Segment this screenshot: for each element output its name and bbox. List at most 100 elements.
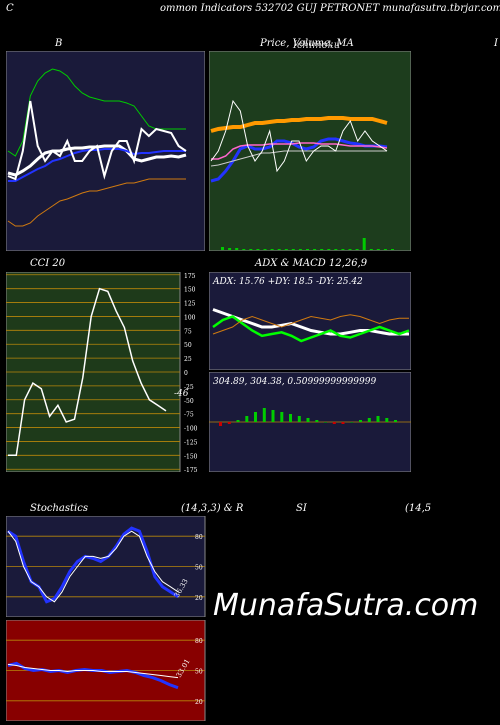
rsi-tick-label: 50 <box>195 669 203 676</box>
macd-histogram-bar <box>236 420 240 422</box>
stoch-tick-label: 50 <box>195 565 203 572</box>
macd-histogram-bar <box>297 416 301 422</box>
macd-histogram-bar <box>359 420 362 422</box>
cci-tick-label: 0 <box>184 370 188 377</box>
volume-bar <box>228 248 232 250</box>
volume-bar <box>369 249 373 250</box>
cci-tick-label: 100 <box>184 314 196 321</box>
page-title: ommon Indicators 532702 GUJ PETRONET mun… <box>160 3 500 14</box>
bollinger-title: B <box>55 38 63 49</box>
macd-histogram-bar <box>262 408 266 422</box>
macd-histogram-bar <box>367 418 371 422</box>
macd-histogram-bar <box>332 422 336 424</box>
boll-lower-band <box>7 178 186 227</box>
stoch-tick-label: 80 <box>195 534 203 541</box>
macd-histogram-bar <box>341 422 345 424</box>
price-title: Price, Volume, MA <box>260 38 354 49</box>
volume-bar <box>298 249 302 250</box>
stoch-title-left: Stochastics <box>30 503 88 514</box>
macd-histogram-bar <box>306 418 310 422</box>
macd-histogram-bar <box>227 422 231 424</box>
volume-bar <box>221 247 224 250</box>
macd-histogram-bar <box>289 414 292 422</box>
volume-bar <box>242 249 246 250</box>
volume-bar <box>291 249 295 250</box>
macd-histogram-bar <box>376 416 380 422</box>
cci-line <box>8 287 167 457</box>
cci-tick-label: -25 <box>184 384 194 391</box>
price-ma-long <box>210 116 388 133</box>
macd-histogram-bar <box>350 422 354 423</box>
cci-tick-label: 175 <box>184 273 196 280</box>
volume-bar <box>306 249 309 250</box>
price-ma-grey <box>210 150 387 167</box>
cci-chart: 175 150 125 100 75 50 25 0 -25 -50 -75 -100 -125 -150… <box>6 272 198 472</box>
macd-readout: 304.89, 304.38, 0.50999999999999 <box>213 377 376 387</box>
volume-bar <box>270 249 274 250</box>
cci-tick-label: 150 <box>184 287 196 294</box>
cci-tick-label: -175 <box>184 467 198 472</box>
stoch-title-si: SI <box>296 503 307 514</box>
macd-histogram-bar <box>394 420 397 422</box>
adx-plus-di-line <box>212 315 410 343</box>
macd-histogram-bar <box>280 412 284 422</box>
volume-bar <box>256 249 260 250</box>
rsi-tick-label: 20 <box>195 699 203 706</box>
watermark: MunafaSutra.com <box>213 588 479 623</box>
stoch-title-right: (14,5 <box>405 503 432 514</box>
adx-minus-di-line <box>212 314 409 335</box>
volume-bar <box>348 249 352 250</box>
macd-histogram-bar <box>271 410 275 422</box>
macd-histogram-bar <box>385 418 389 422</box>
cci-tick-label: -50 <box>184 398 194 405</box>
volume-bar <box>383 249 387 250</box>
cci-tick-label: 25 <box>184 356 192 363</box>
cci-title: CCI 20 <box>30 258 66 269</box>
volume-bar <box>376 249 380 250</box>
volume-bar <box>320 249 324 250</box>
macd-histogram-bar <box>254 412 257 422</box>
rsi-line-1 <box>7 663 179 679</box>
volume-bar <box>355 249 359 250</box>
stoch-line-1 <box>7 530 179 603</box>
price-chart <box>209 51 411 251</box>
volume-bar <box>327 249 331 250</box>
cci-tick-label: 125 <box>184 301 196 308</box>
cci-tick-label: -150 <box>184 453 198 460</box>
stoch-title-mid: (14,3,3) & R <box>181 503 244 514</box>
right-edge-mark: I <box>494 38 498 49</box>
cci-tick-label: -100 <box>184 426 198 433</box>
cci-last-label: -46 <box>174 389 189 399</box>
cci-tick-label: -125 <box>184 439 198 446</box>
price-ma-pink <box>211 142 388 160</box>
volume-bar <box>284 249 288 250</box>
volume-bar <box>235 248 239 250</box>
macd-histogram-bar <box>245 416 249 422</box>
price-title-overlay: Ichimoku <box>293 40 341 51</box>
price-ma-blue <box>210 137 388 183</box>
adx-macd-title: ADX & MACD 12,26,9 <box>255 258 368 269</box>
macd-histogram-bar <box>324 422 327 423</box>
macd-chart: 304.89, 304.38, 0.50999999999999 <box>209 372 411 472</box>
volume-bar <box>277 249 281 250</box>
adx-chart: ADX: 15.76 +DY: 18.5 -DY: 25.42 <box>209 272 411 370</box>
boll-price-line <box>7 100 187 181</box>
volume-bar <box>391 249 394 250</box>
macd-histogram-bar <box>219 422 222 426</box>
cci-tick-label: 75 <box>184 328 192 335</box>
stoch-tick-label: 20 <box>195 595 203 602</box>
volume-bar <box>263 249 267 250</box>
volume-bar <box>334 249 338 250</box>
volume-bar <box>341 249 345 250</box>
volume-bar <box>362 238 366 250</box>
macd-histogram-bar <box>315 420 319 422</box>
cci-tick-label: 50 <box>184 342 192 349</box>
adx-readout: ADX: 15.76 +DY: 18.5 -DY: 25.42 <box>212 277 363 287</box>
bollinger-chart <box>6 51 205 251</box>
header-left-mark: C <box>6 3 14 14</box>
cci-tick-label: -75 <box>184 412 194 419</box>
volume-bar <box>249 249 253 250</box>
price-close-line <box>210 99 388 173</box>
